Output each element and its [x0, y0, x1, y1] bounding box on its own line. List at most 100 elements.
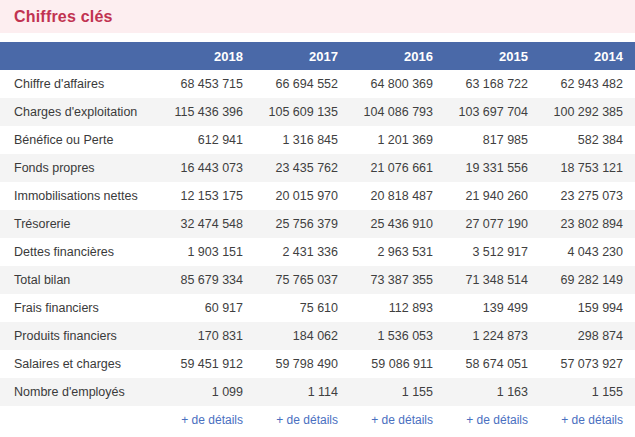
- details-cell: + de détails: [445, 406, 540, 434]
- year-column-header: 2014: [540, 42, 635, 70]
- value-cell: 1 536 053: [350, 322, 445, 350]
- value-cell: 18 753 121: [540, 154, 635, 182]
- value-cell: 115 436 396: [160, 98, 255, 126]
- row-label: Salaires et charges: [0, 350, 160, 378]
- year-column-header: 2015: [445, 42, 540, 70]
- value-cell: 59 451 912: [160, 350, 255, 378]
- table-row: Salaires et charges59 451 91259 798 490 5…: [0, 350, 635, 378]
- value-cell: 58 674 051: [445, 350, 540, 378]
- value-cell: 1 099: [160, 378, 255, 406]
- table-row: Dettes financières1 903 1512 431 3362 96…: [0, 238, 635, 266]
- value-cell: 75 765 037: [255, 266, 350, 294]
- value-cell: 69 282 149: [540, 266, 635, 294]
- row-label: Dettes financières: [0, 238, 160, 266]
- label-column-header: [0, 42, 160, 70]
- row-label: Frais financiers: [0, 294, 160, 322]
- row-label: Fonds propres: [0, 154, 160, 182]
- value-cell: 19 331 556: [445, 154, 540, 182]
- value-cell: 75 610: [255, 294, 350, 322]
- details-link[interactable]: + de détails: [181, 413, 243, 427]
- value-cell: 71 348 514: [445, 266, 540, 294]
- value-cell: 184 062: [255, 322, 350, 350]
- value-cell: 73 387 355: [350, 266, 445, 294]
- value-cell: 23 435 762: [255, 154, 350, 182]
- value-cell: 20 818 487: [350, 182, 445, 210]
- year-header-row: 20182017201620152014: [0, 42, 635, 70]
- value-cell: 105 609 135: [255, 98, 350, 126]
- details-cell: + de détails: [350, 406, 445, 434]
- row-label: Bénéfice ou Perte: [0, 126, 160, 154]
- key-figures-table: 20182017201620152014 Chiffre d'affaires6…: [0, 42, 635, 434]
- table-row: Produits financiers170 831184 0621 536 0…: [0, 322, 635, 350]
- year-column-header: 2018: [160, 42, 255, 70]
- value-cell: 3 512 917: [445, 238, 540, 266]
- details-link[interactable]: + de détails: [561, 413, 623, 427]
- row-label: Charges d'exploitation: [0, 98, 160, 126]
- table-row: Immobilisations nettes12 153 17520 015 9…: [0, 182, 635, 210]
- value-cell: 298 874: [540, 322, 635, 350]
- table-container: 20182017201620152014 Chiffre d'affaires6…: [0, 42, 635, 434]
- value-cell: 57 073 927: [540, 350, 635, 378]
- table-row: Fonds propres16 443 07323 435 76221 076 …: [0, 154, 635, 182]
- details-cell: + de détails: [540, 406, 635, 434]
- value-cell: 104 086 793: [350, 98, 445, 126]
- details-link[interactable]: + de détails: [276, 413, 338, 427]
- value-cell: 103 697 704: [445, 98, 540, 126]
- value-cell: 85 679 334: [160, 266, 255, 294]
- value-cell: 112 893: [350, 294, 445, 322]
- value-cell: 60 917: [160, 294, 255, 322]
- table-row: Nombre d'employés1 0991 1141 1551 1631 1…: [0, 378, 635, 406]
- value-cell: 21 076 661: [350, 154, 445, 182]
- details-cell: + de détails: [255, 406, 350, 434]
- table-row: Total bilan85 679 33475 765 03773 387 35…: [0, 266, 635, 294]
- row-label: Total bilan: [0, 266, 160, 294]
- value-cell: 25 436 910: [350, 210, 445, 238]
- value-cell: 170 831: [160, 322, 255, 350]
- value-cell: 1 163: [445, 378, 540, 406]
- row-label: Chiffre d'affaires: [0, 70, 160, 98]
- value-cell: 23 275 073: [540, 182, 635, 210]
- row-label: Trésorerie: [0, 210, 160, 238]
- value-cell: 582 384: [540, 126, 635, 154]
- page-title: Chiffres clés: [14, 8, 113, 26]
- value-cell: 64 800 369: [350, 70, 445, 98]
- value-cell: 1 155: [540, 378, 635, 406]
- details-row-spacer: [0, 406, 160, 434]
- table-row: Frais financiers60 91775 610112 893139 4…: [0, 294, 635, 322]
- section-header: Chiffres clés: [0, 0, 635, 33]
- details-link[interactable]: + de détails: [371, 413, 433, 427]
- value-cell: 4 043 230: [540, 238, 635, 266]
- value-cell: 100 292 385: [540, 98, 635, 126]
- value-cell: 2 431 336: [255, 238, 350, 266]
- value-cell: 23 802 894: [540, 210, 635, 238]
- details-link[interactable]: + de détails: [466, 413, 528, 427]
- table-row: Chiffre d'affaires68 453 71566 694 55264…: [0, 70, 635, 98]
- value-cell: 66 694 552: [255, 70, 350, 98]
- value-cell: 1 155: [350, 378, 445, 406]
- value-cell: 1 224 873: [445, 322, 540, 350]
- value-cell: 1 316 845: [255, 126, 350, 154]
- value-cell: 27 077 190: [445, 210, 540, 238]
- value-cell: 16 443 073: [160, 154, 255, 182]
- table-row: Trésorerie32 474 54825 756 37925 436 910…: [0, 210, 635, 238]
- row-label: Produits financiers: [0, 322, 160, 350]
- value-cell: 139 499: [445, 294, 540, 322]
- value-cell: 20 015 970: [255, 182, 350, 210]
- year-column-header: 2017: [255, 42, 350, 70]
- details-cell: + de détails: [160, 406, 255, 434]
- value-cell: 612 941: [160, 126, 255, 154]
- value-cell: 159 994: [540, 294, 635, 322]
- details-row: + de détails + de détails + de détails + de…: [0, 406, 635, 434]
- value-cell: 12 153 175: [160, 182, 255, 210]
- table-row: Charges d'exploitation115 436 396105 609…: [0, 98, 635, 126]
- value-cell: 32 474 548: [160, 210, 255, 238]
- year-column-header: 2016: [350, 42, 445, 70]
- table-body: Chiffre d'affaires68 453 71566 694 55264…: [0, 70, 635, 406]
- table-row: Bénéfice ou Perte612 9411 316 8451 201 3…: [0, 126, 635, 154]
- value-cell: 63 168 722: [445, 70, 540, 98]
- value-cell: 68 453 715: [160, 70, 255, 98]
- value-cell: 59 798 490: [255, 350, 350, 378]
- value-cell: 62 943 482: [540, 70, 635, 98]
- key-figures-panel: Chiffres clés 20182017201620152014 Chiff…: [0, 0, 635, 437]
- row-label: Immobilisations nettes: [0, 182, 160, 210]
